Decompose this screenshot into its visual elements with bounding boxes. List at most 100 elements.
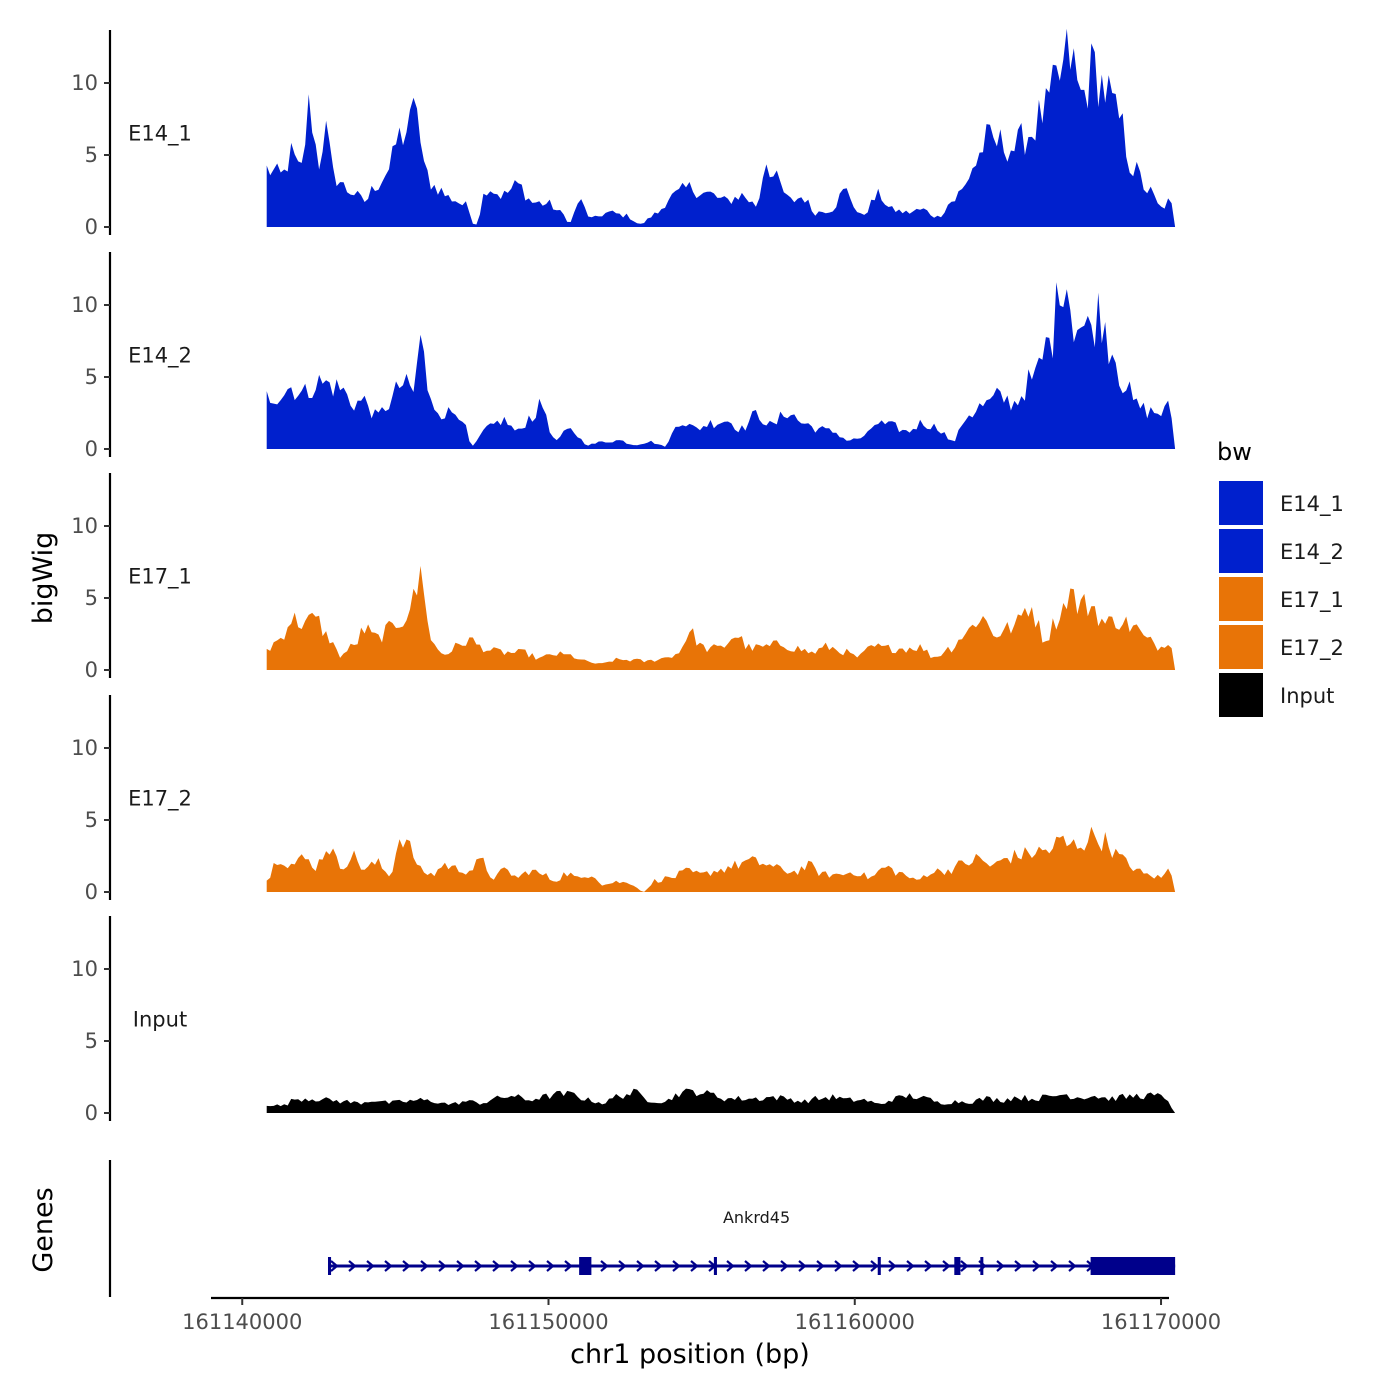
y-tick-label: 10 (71, 71, 98, 95)
strand-arrow (636, 1260, 645, 1272)
track-Input: 0 5 10 Input (71, 916, 1176, 1125)
y-tick-label: 5 (85, 143, 98, 167)
strand-arrow (654, 1260, 663, 1272)
strand-arrow (438, 1260, 447, 1272)
gene-exon (980, 1257, 984, 1275)
strand-arrow (906, 1260, 915, 1272)
legend-label: E14_1 (1280, 492, 1344, 517)
y-tick-label: 10 (71, 293, 98, 317)
strand-arrow (492, 1260, 501, 1272)
x-tick-label: 161170000 (1101, 1310, 1221, 1334)
legend-label: E17_2 (1280, 636, 1344, 661)
gene-exon (954, 1257, 961, 1275)
strand-arrow (384, 1260, 393, 1272)
track-label: E17_2 (128, 786, 192, 811)
y-tick-label: 10 (71, 957, 98, 981)
bigwig-tracks: 0 5 10 E14_1 0 5 10 E14_2 0 5 10 E17_1 0 5 10 E17_2 0 5 10… (71, 28, 1176, 1125)
track-label: E14_2 (128, 343, 192, 368)
strand-arrow (942, 1260, 951, 1272)
strand-arrow (744, 1260, 753, 1272)
legend-label: E14_2 (1280, 540, 1344, 565)
signal-area-Input (266, 1088, 1176, 1113)
gene-exon (877, 1257, 881, 1275)
x-tick-label: 161150000 (488, 1310, 608, 1334)
legend-label: E17_1 (1280, 588, 1344, 613)
track-E17_1: 0 5 10 E17_1 (71, 473, 1176, 682)
x-axis: 161140000 161150000 161160000 161170000 (182, 1296, 1221, 1334)
legend-swatch (1219, 673, 1263, 717)
strand-arrow (348, 1260, 357, 1272)
strand-arrow (762, 1260, 771, 1272)
x-tick-label: 161140000 (182, 1310, 302, 1334)
strand-arrow (960, 1260, 969, 1272)
gene-track: Ankrd45 (108, 1160, 1176, 1297)
strand-arrow (888, 1260, 897, 1272)
strand-arrow (420, 1260, 429, 1272)
strand-arrow (528, 1260, 537, 1272)
legend-swatch (1219, 577, 1263, 621)
strand-arrow (870, 1260, 879, 1272)
y-tick-label: 5 (85, 808, 98, 832)
x-axis-title: chr1 position (bp) (570, 1339, 810, 1370)
y-tick-label: 0 (85, 880, 98, 904)
gene-label: Ankrd45 (723, 1208, 790, 1227)
track-E14_2: 0 5 10 E14_2 (71, 252, 1176, 461)
strand-arrow (546, 1260, 555, 1272)
track-E17_2: 0 5 10 E17_2 (71, 695, 1176, 904)
gene-exon (1090, 1257, 1176, 1275)
strand-arrow (1032, 1260, 1041, 1272)
genes-axis-title: Genes (28, 1187, 59, 1272)
y-tick-label: 5 (85, 365, 98, 389)
track-label: E17_1 (128, 564, 192, 589)
gene-Ankrd45: Ankrd45 (327, 1208, 1176, 1275)
strand-arrow (402, 1260, 411, 1272)
signal-area-E17_1 (266, 565, 1176, 670)
y-tick-label: 10 (71, 736, 98, 760)
legend-swatch (1219, 481, 1263, 525)
signal-area-E14_1 (266, 28, 1176, 227)
y-tick-label: 0 (85, 658, 98, 682)
y-tick-label: 0 (85, 437, 98, 461)
gene-exon (579, 1257, 592, 1275)
track-label: Input (133, 1007, 187, 1031)
strand-arrow (600, 1260, 609, 1272)
gene-exon (327, 1257, 332, 1275)
legend-label: Input (1280, 684, 1334, 708)
strand-arrow (510, 1260, 519, 1272)
legend-swatch (1219, 625, 1263, 669)
strand-arrow (564, 1260, 573, 1272)
strand-arrow (834, 1260, 843, 1272)
y-tick-label: 10 (71, 514, 98, 538)
strand-arrow (798, 1260, 807, 1272)
y-axis-title: bigWig (28, 532, 59, 625)
signal-area-E14_2 (266, 282, 1176, 449)
strand-arrow (1068, 1260, 1077, 1272)
y-tick-label: 0 (85, 215, 98, 239)
y-tick-label: 5 (85, 586, 98, 610)
track-E14_1: 0 5 10 E14_1 (71, 28, 1176, 239)
x-tick-label: 161160000 (795, 1310, 915, 1334)
strand-arrow (690, 1260, 699, 1272)
strand-arrow (366, 1260, 375, 1272)
track-label: E14_1 (128, 121, 192, 146)
y-tick-label: 0 (85, 1101, 98, 1125)
gene-exon (713, 1257, 717, 1275)
strand-arrow (816, 1260, 825, 1272)
strand-arrow (852, 1260, 861, 1272)
strand-arrow (618, 1260, 627, 1272)
strand-arrow (672, 1260, 681, 1272)
legend-swatch (1219, 529, 1263, 573)
strand-arrow (996, 1260, 1005, 1272)
strand-arrow (780, 1260, 789, 1272)
strand-arrow (726, 1260, 735, 1272)
y-tick-label: 5 (85, 1029, 98, 1053)
strand-arrow (1014, 1260, 1023, 1272)
signal-area-E17_2 (266, 826, 1176, 892)
strand-arrow (924, 1260, 933, 1272)
legend: bw E14_1 E14_2 E17_1 E17_2 Input (1217, 438, 1344, 717)
legend-title: bw (1217, 438, 1252, 466)
strand-arrow (474, 1260, 483, 1272)
strand-arrow (330, 1260, 339, 1272)
strand-arrow (1050, 1260, 1059, 1272)
